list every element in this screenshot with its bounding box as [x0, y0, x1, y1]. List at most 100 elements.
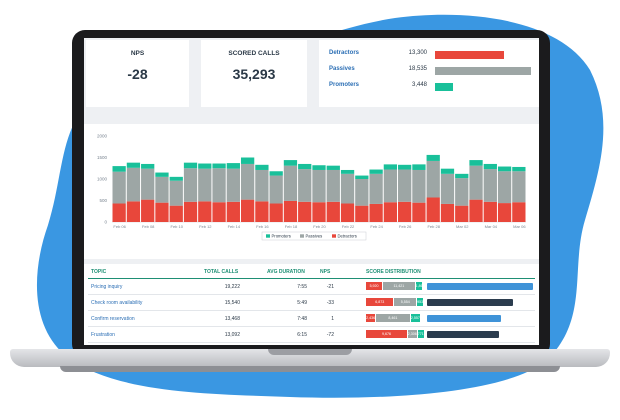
row-divider [88, 342, 535, 343]
bar-promoters [512, 166, 526, 172]
nps-label: NPS [130, 50, 145, 57]
score-segment: 11,421 [382, 282, 415, 290]
x-tick-label: Feb 22 [342, 224, 355, 229]
bar-promoters [198, 163, 212, 169]
bar-passives [369, 173, 383, 204]
bar-detractors [426, 197, 440, 222]
distribution-bar [435, 67, 531, 75]
topic-cell[interactable]: Check room availability [91, 300, 143, 306]
distribution-label[interactable]: Passives [329, 66, 355, 72]
y-tick-label: 500 [99, 198, 107, 203]
total-calls-cell: 13,092 [224, 332, 240, 338]
distribution-bar [435, 51, 504, 59]
y-tick-label: 2000 [97, 134, 108, 139]
y-tick-label: 1000 [97, 177, 108, 182]
scored-calls-label: SCORED CALLS [228, 50, 280, 57]
scored-calls-card: SCORED CALLS 35,293 [201, 40, 307, 107]
dashboard-screen: NPS -28 SCORED CALLS 35,293 Detractors 13… [84, 38, 539, 345]
table-row[interactable]: Frustration 13,092 6:15 -72 9,676 2,306 771 [84, 327, 539, 343]
topic-cell[interactable]: Frustration [91, 332, 115, 338]
bar-promoters [255, 164, 269, 170]
avg-duration-cell: 5:49 [297, 300, 307, 306]
bar-passives [269, 175, 283, 204]
bar-passives [255, 169, 269, 202]
score-segment: 5,920 [366, 282, 383, 290]
table-row[interactable]: Confirm reservation 13,468 7:48 1 2,436 8,461… [84, 311, 539, 327]
bar-passives [169, 180, 183, 206]
bar-promoters [155, 172, 169, 177]
bar-promoters [355, 175, 369, 179]
total-calls-bar [427, 283, 533, 290]
bar-detractors [212, 202, 226, 222]
score-segment: 2,557 [410, 314, 421, 322]
bar-promoters [312, 165, 326, 170]
header-total-calls[interactable]: TOTAL CALLS [204, 269, 239, 275]
nps-cell: -21 [326, 284, 334, 290]
bar-passives [426, 160, 440, 198]
header-topic[interactable]: TOPIC [91, 269, 107, 275]
bar-promoters [269, 171, 283, 176]
header-score-distribution[interactable]: SCORE DISTRIBUTION [366, 269, 421, 275]
bar-detractors [141, 199, 155, 222]
bar-passives [383, 169, 398, 203]
legend-label-promoters: Promoters [272, 234, 291, 239]
legend-swatch-promoters [266, 234, 270, 238]
score-segment: 771 [417, 330, 424, 338]
bar-promoters [497, 166, 512, 172]
bar-detractors [440, 203, 455, 222]
x-tick-label: Feb 20 [313, 224, 326, 229]
bar-promoters [226, 163, 240, 169]
distribution-count: 13,300 [408, 50, 427, 56]
x-tick-label: Feb 08 [142, 224, 155, 229]
x-tick-label: Feb 06 [113, 224, 126, 229]
bar-detractors [183, 201, 198, 222]
x-tick-label: Mar 02 [456, 224, 469, 229]
bar-detractors [340, 203, 355, 222]
bar-passives [340, 173, 355, 204]
legend-label-detractors: Detractors [338, 234, 357, 239]
y-tick-label: 1500 [97, 155, 108, 160]
distribution-row-passives: Passives 18,535 [329, 66, 539, 76]
nps-cell: -72 [326, 332, 334, 338]
score-segment: 5,554 [394, 298, 417, 306]
distribution-count: 3,448 [411, 82, 427, 88]
bar-detractors [126, 201, 141, 222]
bar-promoters [212, 163, 226, 169]
header-nps[interactable]: NPS [320, 269, 331, 275]
bar-detractors [169, 205, 183, 222]
bar-detractors [240, 199, 255, 222]
row-divider [88, 310, 535, 311]
legend-label-passives: Passives [306, 234, 323, 239]
header-avg-duration[interactable]: AVG DURATION [267, 269, 305, 275]
bar-promoters [469, 160, 483, 166]
row-divider [88, 326, 535, 327]
x-tick-label: Feb 24 [370, 224, 383, 229]
bar-detractors [283, 200, 298, 222]
distribution-row-promoters: Promoters 3,448 [329, 82, 539, 92]
bar-detractors [198, 201, 212, 222]
bar-promoters [126, 162, 141, 168]
distribution-row-detractors: Detractors 13,300 [329, 50, 539, 60]
bar-detractors [269, 203, 283, 222]
bar-promoters [398, 164, 412, 170]
distribution-label[interactable]: Promoters [329, 82, 360, 88]
bar-passives [126, 167, 141, 202]
distribution-label[interactable]: Detractors [329, 50, 360, 56]
bar-detractors [412, 202, 426, 222]
bar-promoters [240, 157, 255, 164]
nps-value: -28 [127, 66, 148, 82]
total-calls-cell: 15,540 [224, 300, 240, 306]
table-row[interactable]: Pricing inquiry 19,222 7:55 -21 5,920 11,421 1… [84, 279, 539, 295]
bar-passives [512, 171, 526, 203]
bar-detractors [326, 201, 340, 222]
bar-passives [412, 169, 426, 203]
table-row[interactable]: Check room availability 15,540 5:49 -33 6,87… [84, 295, 539, 311]
bar-promoters [440, 168, 455, 174]
distribution-count: 18,535 [408, 66, 427, 72]
x-tick-label: Mar 04 [485, 224, 498, 229]
topic-cell[interactable]: Pricing inquiry [91, 284, 123, 290]
avg-duration-cell: 7:48 [297, 316, 307, 322]
topic-cell[interactable]: Confirm reservation [91, 316, 135, 322]
score-segment: 2,436 [366, 314, 376, 322]
bar-passives [483, 169, 497, 202]
